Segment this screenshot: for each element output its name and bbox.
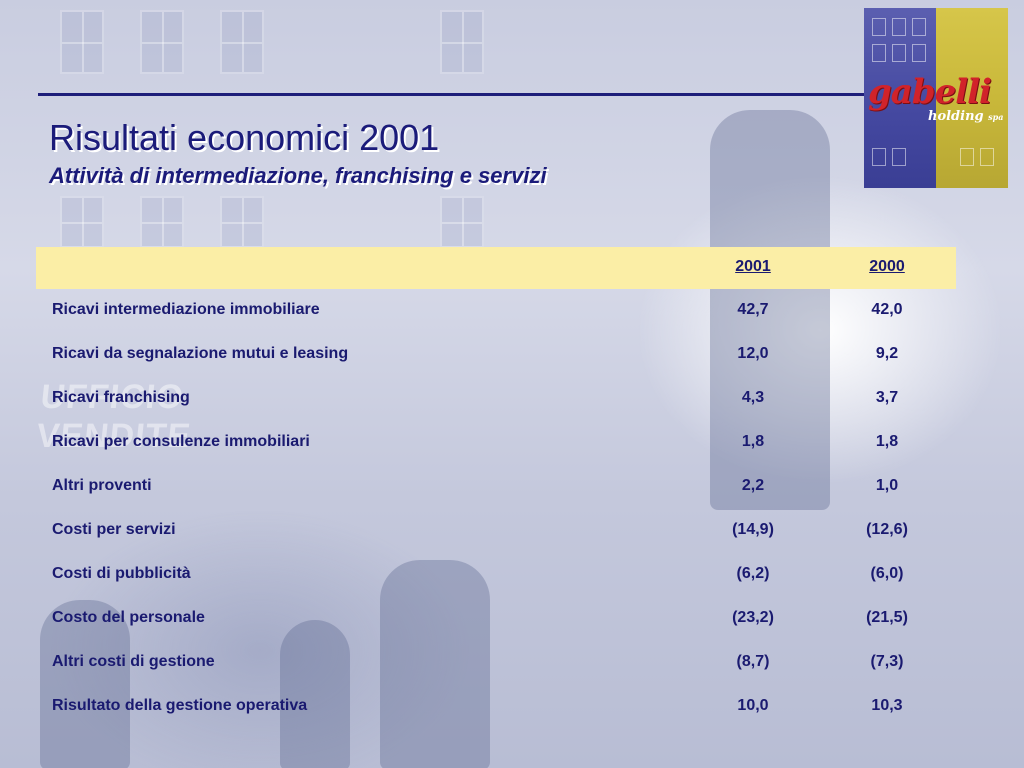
table-row: Ricavi franchising 4,3 3,7 (36, 377, 956, 421)
row-label: Costo del personale (52, 609, 205, 626)
row-label: Altri proventi (52, 477, 152, 494)
background-window (60, 196, 104, 248)
logo-window-icon (892, 18, 906, 36)
row-label: Ricavi da segnalazione mutui e leasing (52, 345, 349, 362)
row-label: Altri costi di gestione (52, 653, 215, 670)
logo-window-icon (980, 148, 994, 166)
value-2000: 1,8 (875, 433, 899, 450)
value-2000: 3,7 (875, 389, 899, 406)
row-label: Costi di pubblicità (52, 565, 191, 582)
value-2001: (6,2) (736, 565, 770, 582)
background-window (440, 196, 484, 248)
logo-window-icon (912, 18, 926, 36)
financial-table: 2001 2000 Ricavi intermediazione immobil… (36, 247, 956, 729)
background-window (140, 196, 184, 248)
logo-yellow-panel (936, 8, 1008, 188)
table-row: Altri proventi 2,2 1,0 (36, 465, 956, 509)
table-header: 2001 2000 (36, 247, 956, 289)
logo-window-icon (960, 148, 974, 166)
column-header-2000: 2000 (869, 258, 905, 275)
logo-blue-panel (864, 8, 936, 188)
column-header-2001: 2001 (735, 258, 771, 275)
value-2000: (6,0) (870, 565, 904, 582)
value-2000: (7,3) (870, 653, 904, 670)
value-2001: 42,7 (737, 301, 769, 318)
background-figure (710, 110, 830, 510)
background-window (60, 10, 104, 74)
logo-window-icon (892, 44, 906, 62)
logo-tagline-main: holding (928, 109, 984, 124)
value-2000: 9,2 (875, 345, 899, 362)
background-window (220, 10, 264, 74)
company-logo: gabelli holding spa (864, 8, 1008, 188)
value-2000: (21,5) (866, 609, 908, 626)
background-window (220, 196, 264, 248)
value-2001: 12,0 (737, 345, 769, 362)
table-row: Altri costi di gestione (8,7) (7,3) (36, 641, 956, 685)
background-window (140, 10, 184, 74)
table-row: Risultato della gestione operativa 10,0 … (36, 685, 956, 729)
value-2001: 2,2 (741, 477, 765, 494)
logo-window-icon (912, 44, 926, 62)
row-label: Costi per servizi (52, 521, 176, 538)
row-label: Ricavi intermediazione immobiliare (52, 301, 320, 318)
value-2001: (8,7) (736, 653, 770, 670)
logo-tagline-suffix: spa (988, 112, 1004, 122)
table-row: Ricavi intermediazione immobiliare 42,7 … (36, 289, 956, 333)
header-rule (38, 93, 864, 96)
value-2001: (23,2) (732, 609, 774, 626)
value-2000: 42,0 (871, 301, 903, 318)
background-figure (280, 620, 350, 768)
logo-tagline: holding spa (928, 109, 1003, 124)
slide-subtitle: Attività di intermediazione, franchising… (49, 163, 547, 188)
value-2000: (12,6) (866, 521, 908, 538)
logo-brand-text: gabelli (868, 72, 992, 112)
value-2000: 1,0 (875, 477, 899, 494)
logo-window-icon (872, 18, 886, 36)
background-figure (380, 560, 490, 768)
logo-window-icon (892, 148, 906, 166)
table-row: Costi per servizi (14,9) (12,6) (36, 509, 956, 553)
value-2001: 1,8 (741, 433, 765, 450)
row-label: Ricavi franchising (52, 389, 190, 406)
value-2001: 10,0 (737, 697, 769, 714)
value-2001: (14,9) (732, 521, 774, 538)
background-window (440, 10, 484, 74)
table-row: Ricavi per consulenze immobiliari 1,8 1,… (36, 421, 956, 465)
slide-title: Risultati economici 2001 (49, 117, 440, 158)
table-body: Ricavi intermediazione immobiliare 42,7 … (36, 289, 956, 729)
row-label: Risultato della gestione operativa (52, 697, 308, 714)
table-row: Costo del personale (23,2) (21,5) (36, 597, 956, 641)
value-2001: 4,3 (741, 389, 765, 406)
value-2000: 10,3 (871, 697, 903, 714)
logo-window-icon (872, 44, 886, 62)
background-figure (40, 600, 130, 768)
row-label: Ricavi per consulenze immobiliari (52, 433, 310, 450)
table-row: Costi di pubblicità (6,2) (6,0) (36, 553, 956, 597)
table-row: Ricavi da segnalazione mutui e leasing 1… (36, 333, 956, 377)
logo-window-icon (872, 148, 886, 166)
